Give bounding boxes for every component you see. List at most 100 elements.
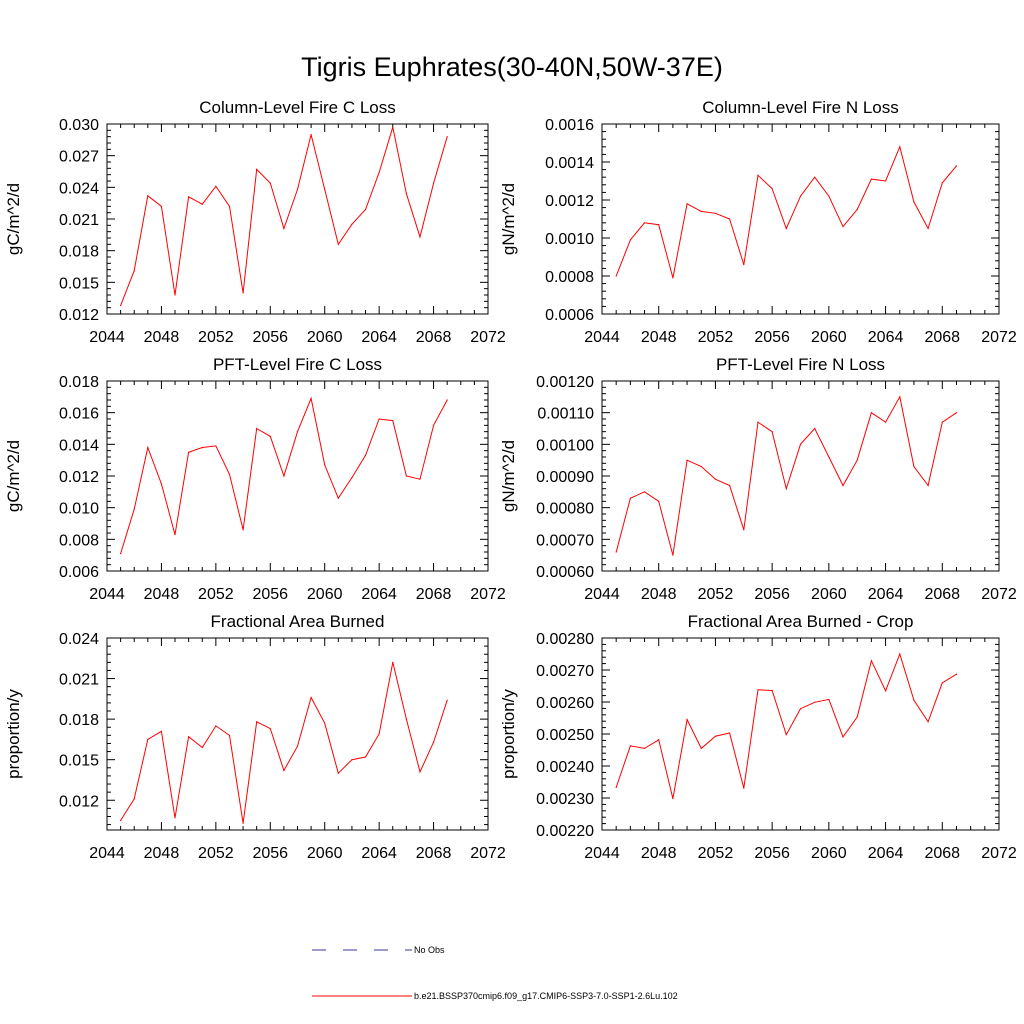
data-point [147,446,149,449]
y-tick-label: 0.0008 [545,269,594,286]
data-point [215,445,217,447]
x-tick-label: 2044 [89,586,125,603]
x-tick-label: 2072 [981,845,1017,862]
data-point [884,421,887,423]
x-tick-label: 2052 [198,329,234,346]
x-tick-label: 2060 [307,586,343,603]
data-point [337,497,339,499]
plot-frame [601,637,1000,831]
data-point [714,735,717,737]
data-point [351,476,353,479]
y-tick-label: 0.00240 [536,759,594,776]
chart-panel: PFT-Level Fire N Loss gN/m^2/d 2044 2048 205… [499,355,1017,603]
data-point [700,465,702,468]
y-tick-label: 0.00120 [536,374,594,391]
x-tick-label: 2044 [89,329,125,346]
y-tick-label: 0.012 [59,307,99,324]
data-point [955,673,958,675]
data-point [215,725,217,727]
y-tick-label: 0.00080 [536,501,594,518]
data-point [615,275,617,277]
x-tick-label: 2052 [698,845,734,862]
y-tick-label: 0.010 [59,501,99,518]
data-point [188,451,190,453]
data-point [201,746,203,749]
x-tick-label: 2064 [868,329,904,346]
data-point [324,722,326,724]
series-line [615,145,957,279]
data-point [432,424,435,426]
y-axis-label: proportion/y [499,689,518,779]
panel-title: Column-Level Fire N Loss [702,98,899,117]
data-point [201,203,203,205]
data-point [432,741,435,743]
y-tick-label: 0.00260 [536,695,594,712]
x-tick-label: 2068 [416,586,452,603]
data-point [310,397,312,400]
data-point [120,552,122,555]
data-point [256,168,258,170]
data-point [188,736,190,738]
data-point [643,222,646,224]
data-point [714,478,717,480]
data-point [658,739,660,741]
chart-panels: Column-Level Fire C Loss gC/m^2/d 2044 2048… [4,98,1017,862]
x-tick-label: 2068 [924,845,960,862]
data-point [771,689,773,692]
plot-frame [601,123,1000,315]
legend: No Obs b.e21.BSSP370cmip6.f09_g17.CMIP6-… [312,945,678,1001]
data-point [405,718,407,720]
x-tick-label: 2056 [754,586,790,603]
data-point [884,690,887,692]
data-point [743,529,745,531]
data-point [269,435,271,438]
data-point [658,500,660,502]
data-point [242,529,244,531]
data-point [856,208,858,211]
data-point [941,182,943,184]
data-point [378,418,380,420]
data-point [201,446,203,449]
y-tick-label: 0.014 [59,437,99,454]
data-point [884,180,887,182]
data-point [283,227,285,230]
plot-frame [601,380,1000,572]
chart-panel: Fractional Area Burned - Crop proportion/… [499,612,1017,862]
data-point [899,653,901,655]
x-tick-label: 2052 [198,586,234,603]
data-point [283,769,285,772]
panel-title: PFT-Level Fire C Loss [213,355,382,374]
data-point [310,696,312,699]
y-tick-label: 0.0010 [545,231,594,248]
data-point [785,734,787,736]
data-point [870,178,872,180]
x-tick-label: 2048 [641,845,677,862]
data-point [174,817,176,819]
data-point [432,182,435,184]
y-tick-label: 0.00250 [536,727,594,744]
y-tick-label: 0.006 [59,564,99,581]
figure-title: Tigris Euphrates(30-40N,50W-37E) [301,52,723,82]
data-point [392,126,394,128]
data-point [714,212,717,214]
x-tick-label: 2072 [981,329,1017,346]
y-tick-label: 0.027 [59,149,99,166]
data-point [378,733,380,735]
data-point [700,747,702,750]
data-point [941,682,943,684]
data-point [814,701,816,703]
chart-panel: Fractional Area Burned proportion/y 2044 20… [4,612,506,862]
legend-model-label: b.e21.BSSP370cmip6.f09_g17.CMIP6-SSP3-7.… [414,991,678,1001]
data-point [828,195,830,197]
x-tick-label: 2064 [868,845,904,862]
data-point [686,719,688,721]
data-point [814,176,816,178]
y-tick-label: 0.024 [59,631,99,648]
data-point [392,419,394,422]
data-point [615,551,617,553]
data-point [228,205,231,207]
x-tick-label: 2068 [416,845,452,862]
data-point [446,699,448,701]
data-point [147,195,149,197]
x-tick-label: 2048 [144,586,180,603]
